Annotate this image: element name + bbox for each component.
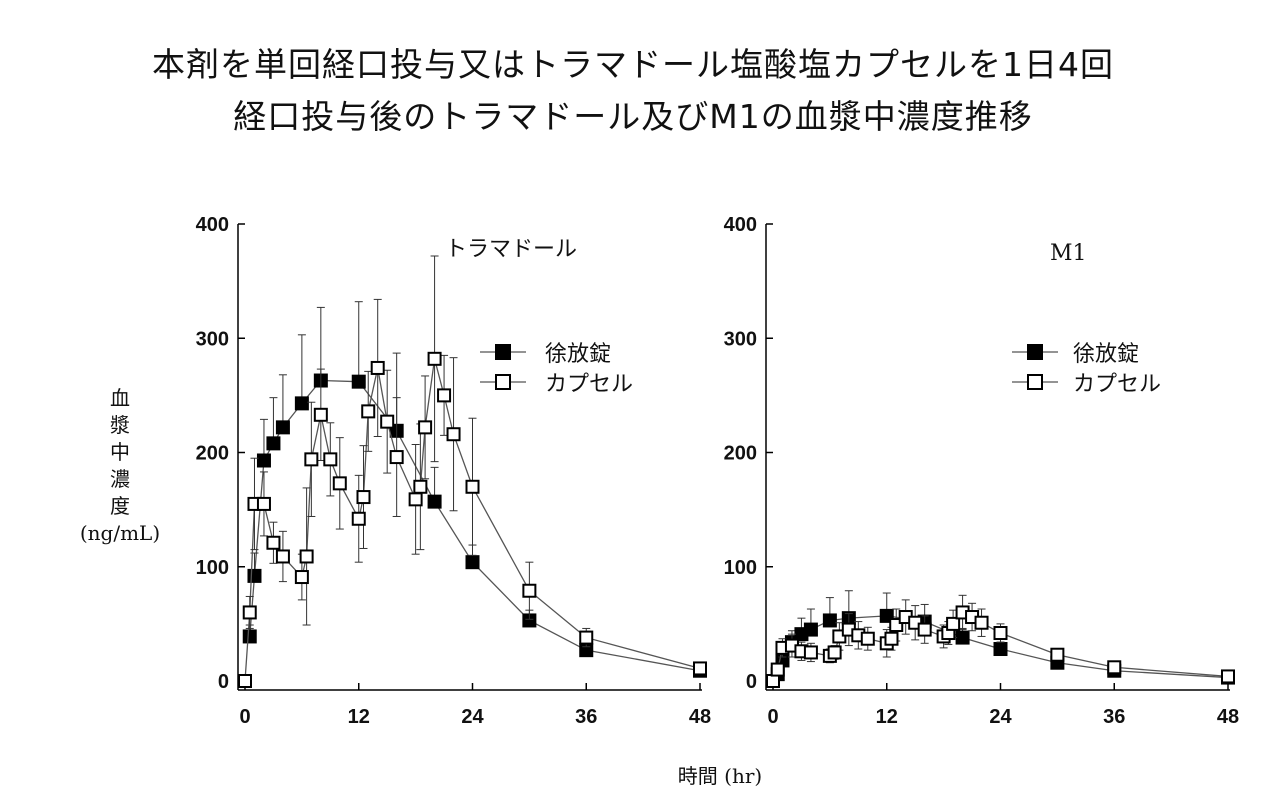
x-tick-label: 0 [767, 706, 778, 728]
data-point-open [313, 407, 328, 422]
data-point-open [294, 570, 309, 585]
data-point-open [974, 615, 989, 630]
data-point-open [389, 450, 404, 465]
data-point-open [693, 661, 707, 676]
y-label-unit: (ng/mL) [79, 521, 161, 545]
x-tick-label: 48 [1217, 706, 1239, 728]
x-tick-label: 24 [989, 706, 1012, 728]
data-point-open [304, 452, 319, 467]
x-tick-label: 12 [348, 706, 370, 728]
legend-marker [495, 344, 511, 360]
x-tick-label: 12 [876, 706, 898, 728]
data-point-open [1221, 669, 1235, 684]
y-tick-label: 400 [724, 214, 757, 236]
data-point-open [803, 645, 818, 660]
legend-label: 徐放錠 [545, 342, 611, 367]
x-tick-label: 48 [689, 706, 711, 728]
y-tick-label: 0 [746, 671, 757, 693]
data-point-filled [955, 630, 970, 645]
y-tick-label: 100 [196, 557, 229, 579]
legend-marker [495, 374, 511, 390]
data-point-filled [266, 436, 281, 451]
data-point-open [1107, 660, 1122, 675]
x-tick-label: 0 [239, 706, 250, 728]
data-point-filled [247, 568, 262, 583]
data-point-open [299, 549, 314, 564]
data-point-open [361, 404, 376, 419]
data-point-filled [351, 374, 366, 389]
data-point-open [275, 549, 290, 564]
data-point-open [242, 605, 257, 620]
y-tick-label: 0 [218, 671, 229, 693]
data-point-filled [803, 622, 818, 637]
data-point-open [465, 479, 480, 494]
data-point-open [256, 496, 271, 511]
data-point-open [766, 674, 780, 688]
data-point-open [332, 476, 347, 491]
data-point-open [418, 420, 433, 435]
data-point-filled [275, 420, 290, 435]
data-point-open [323, 452, 338, 467]
chart-title-line1: 本剤を単回経口投与又はトラマドール塩酸塩カプセルを1日4回 [152, 45, 1114, 84]
y-tick-label: 100 [724, 557, 757, 579]
data-point-filled [465, 555, 480, 570]
legend-label: カプセル [545, 372, 633, 397]
x-tick-label: 36 [575, 706, 597, 728]
data-point-open [827, 645, 842, 660]
data-point-open [522, 583, 537, 598]
data-point-open [266, 535, 281, 550]
legend-label: カプセル [1073, 372, 1161, 397]
data-point-open [946, 616, 961, 631]
data-point-open [579, 630, 594, 645]
data-point-filled [427, 494, 442, 509]
data-point-open [437, 388, 452, 403]
data-point-filled [993, 642, 1008, 657]
data-point-open [993, 626, 1008, 641]
panel-label: トラマドール [445, 237, 577, 262]
y-tick-label: 200 [724, 443, 757, 465]
legend-marker [1027, 344, 1043, 360]
data-point-open [408, 492, 423, 507]
data-point-open [446, 427, 461, 442]
data-point-open [370, 360, 385, 375]
data-point-filled [822, 613, 837, 628]
x-axis-label: 時間 (hr) [677, 764, 763, 788]
y-label-char: 濃 [110, 467, 130, 491]
data-point-open [413, 479, 428, 494]
chart-title-line2: 経口投与後のトラマドール及びM1の血漿中濃度推移 [233, 97, 1033, 136]
data-point-open [351, 511, 366, 526]
x-tick-label: 36 [1103, 706, 1125, 728]
data-point-filled [256, 453, 271, 468]
data-point-filled [294, 396, 309, 411]
legend-marker [1027, 374, 1043, 390]
y-tick-label: 200 [196, 443, 229, 465]
y-label-char: 血 [110, 386, 130, 410]
y-label-char: 中 [110, 440, 130, 464]
data-point-open [238, 674, 252, 688]
series-line [249, 379, 701, 672]
y-tick-label: 400 [196, 214, 229, 236]
data-point-open [380, 414, 395, 429]
data-point-open [884, 631, 899, 646]
data-point-open [917, 622, 932, 637]
data-point-open [427, 351, 442, 366]
data-point-open [356, 490, 371, 505]
data-point-open [770, 662, 785, 677]
legend-label: 徐放錠 [1073, 342, 1139, 367]
data-point-open [860, 631, 875, 646]
data-point-open [1050, 647, 1065, 662]
x-tick-label: 24 [461, 706, 484, 728]
data-point-filled [242, 629, 257, 644]
y-axis-label: 血 漿 中 濃 度 (ng/mL) [70, 385, 170, 547]
y-label-char: 度 [110, 494, 130, 518]
y-tick-label: 300 [196, 328, 229, 350]
panel-label: M1 [1050, 241, 1087, 266]
y-tick-label: 300 [724, 328, 757, 350]
y-label-char: 漿 [110, 413, 130, 437]
